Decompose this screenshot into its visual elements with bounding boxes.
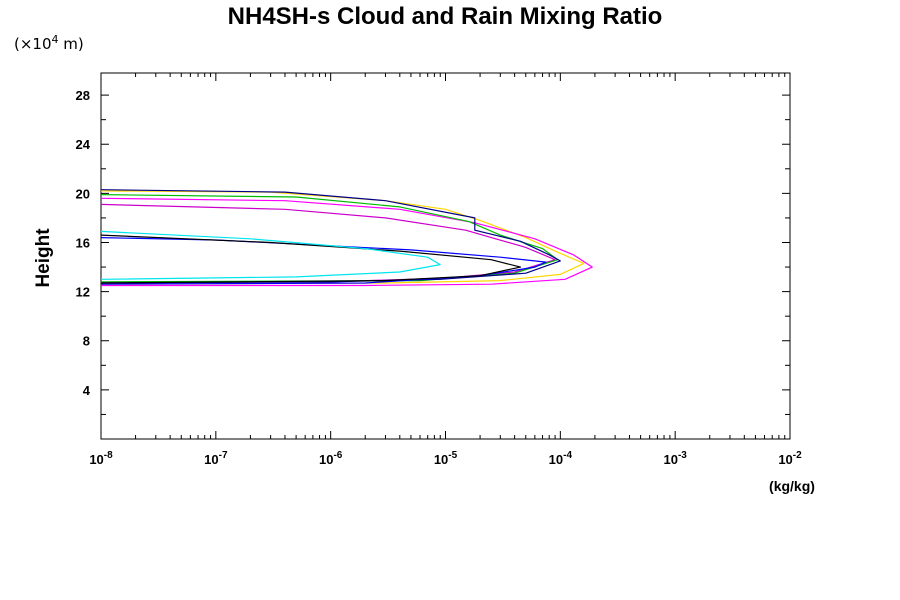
y-tick-label: 20: [76, 186, 90, 201]
x-tick-exponent: -4: [563, 450, 572, 461]
x-tick-label: 10-8: [89, 450, 113, 467]
x-tick-base: 10: [434, 452, 448, 467]
y-tick-label: 16: [76, 235, 90, 250]
y-axis-label: Height: [33, 228, 54, 288]
x-axis-label: (kg/kg): [769, 478, 815, 494]
x-tick-base: 10: [89, 452, 103, 467]
y-unit-label: (×104 m): [14, 33, 84, 53]
series-line-7: [100, 234, 522, 284]
y-tick-label: 28: [76, 88, 90, 103]
y-tick-label: 8: [83, 334, 90, 349]
chart-title: NH4SH-s Cloud and Rain Mixing Ratio: [228, 3, 663, 30]
axis-ticks: [100, 73, 790, 439]
x-tick-exponent: -2: [793, 450, 802, 461]
x-tick-base: 10: [319, 452, 333, 467]
y-unit-suffix: m): [59, 35, 84, 53]
series-line-3: [100, 203, 556, 284]
series-line-8: [100, 230, 441, 280]
x-tick-label: 10-5: [434, 450, 458, 467]
x-tick-base: 10: [663, 452, 677, 467]
x-tick-exponent: -6: [333, 450, 342, 461]
x-tick-exponent: -7: [219, 450, 228, 461]
x-tick-exponent: -3: [678, 450, 687, 461]
x-tick-label: 10-3: [663, 450, 687, 467]
y-tick-label: 24: [76, 137, 91, 152]
y-tick-label: 4: [83, 383, 91, 398]
x-tick-base: 10: [549, 452, 563, 467]
x-tick-base: 10: [204, 452, 218, 467]
x-tick-exponent: -5: [448, 450, 457, 461]
y-unit-exponent: 4: [52, 33, 59, 46]
x-tick-base: 10: [778, 452, 792, 467]
x-tick-label: 10-4: [549, 450, 573, 467]
x-tick-label: 10-6: [319, 450, 343, 467]
x-tick-label: 10-7: [204, 450, 228, 467]
x-tick-label: 10-2: [778, 450, 802, 467]
series-layer: [100, 189, 593, 287]
series-line-2: [100, 197, 593, 287]
y-unit-prefix: (×10: [14, 35, 52, 53]
x-tick-exponent: -8: [104, 450, 113, 461]
y-tick-label: 12: [76, 285, 90, 300]
